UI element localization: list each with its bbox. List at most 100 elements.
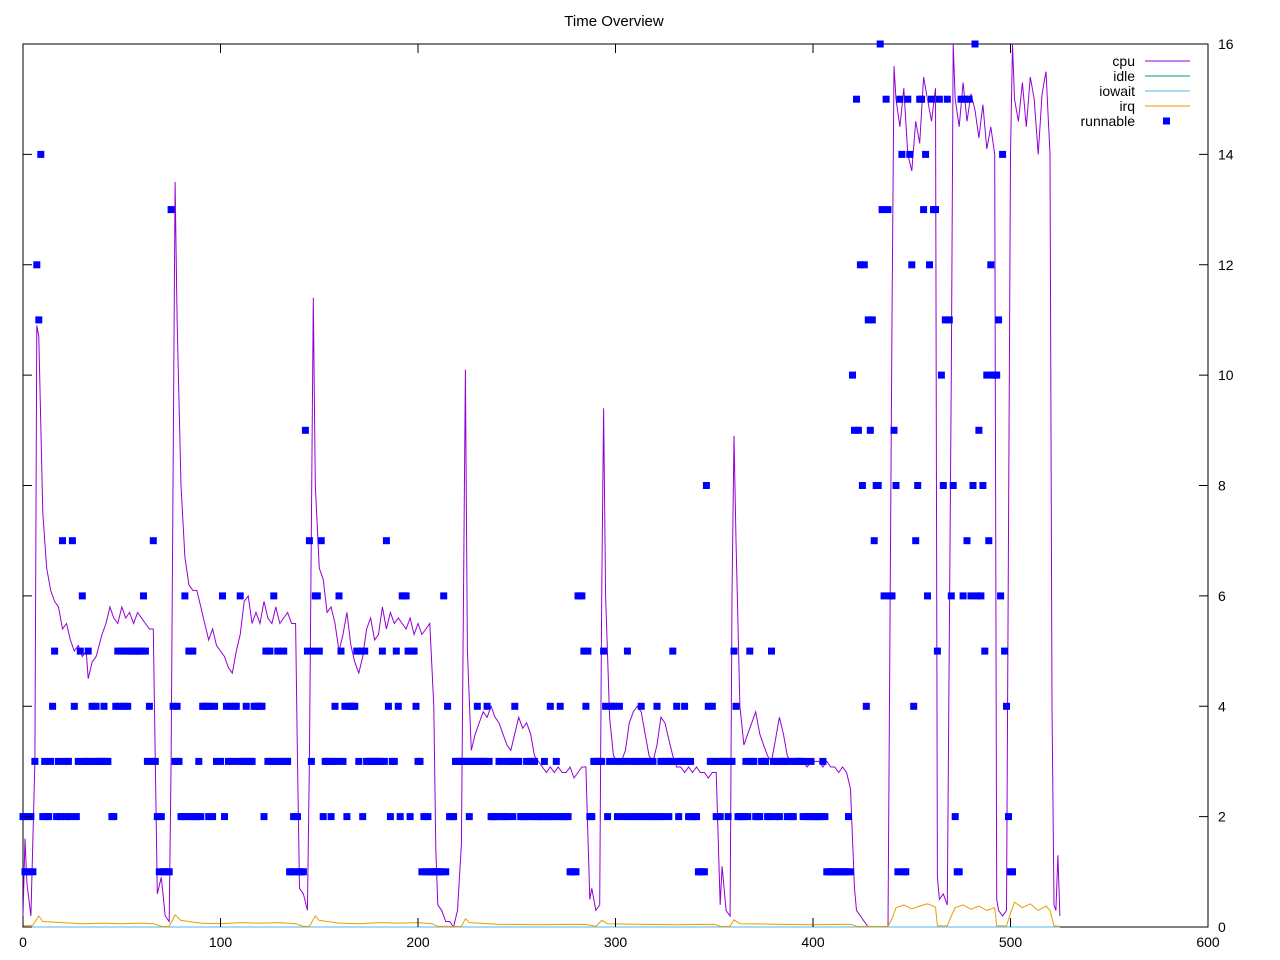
runnable-point [418, 868, 426, 876]
runnable-point [157, 813, 165, 821]
runnable-point [629, 813, 637, 821]
runnable-point [353, 647, 361, 655]
runnable-point [33, 261, 41, 269]
runnable-point [422, 868, 430, 876]
runnable-point [584, 647, 592, 655]
legend-label-runnable: runnable [1081, 113, 1136, 129]
runnable-point [993, 371, 1001, 379]
runnable-point [805, 813, 813, 821]
runnable-point [955, 868, 963, 876]
runnable-point [335, 592, 343, 600]
runnable-point [303, 647, 311, 655]
runnable-point [51, 647, 59, 655]
runnable-point [509, 813, 517, 821]
y-tick-label: 10 [1218, 367, 1234, 383]
runnable-point [92, 702, 100, 710]
runnable-point [704, 702, 712, 710]
x-tick-label: 0 [19, 934, 27, 950]
runnable-point [258, 702, 266, 710]
runnable-point [967, 592, 975, 600]
runnable-point [165, 868, 173, 876]
runnable-point [878, 206, 886, 214]
runnable-point [420, 813, 428, 821]
runnable-point [382, 537, 390, 545]
runnable-point [781, 757, 789, 765]
series-cpu [22, 43, 1061, 929]
runnable-point [167, 206, 175, 214]
runnable-point [98, 757, 106, 765]
runnable-point [351, 702, 359, 710]
runnable-point [858, 482, 866, 489]
runnable-point [1003, 702, 1010, 710]
runnable-point [485, 757, 493, 765]
runnable-point [995, 316, 1003, 324]
runnable-point [463, 757, 471, 765]
runnable-point [983, 371, 991, 379]
runnable-point [483, 702, 491, 710]
runnable-point [807, 757, 815, 765]
runnable-point [197, 813, 205, 821]
runnable-point [971, 40, 979, 48]
runnable-point [88, 702, 96, 710]
runnable-point [189, 647, 197, 655]
runnable-point [898, 150, 906, 158]
runnable-point [226, 702, 234, 710]
runnable-point [706, 757, 714, 765]
runnable-point [57, 813, 64, 821]
runnable-point [639, 813, 647, 821]
runnable-point [185, 647, 193, 655]
runnable-point [169, 702, 177, 710]
runnable-point [619, 813, 627, 821]
runnable-point [854, 426, 862, 434]
runnable-point [359, 813, 367, 821]
runnable-point [66, 813, 74, 821]
runnable-point [412, 702, 420, 710]
runnable-point [149, 537, 157, 545]
runnable-point [849, 371, 856, 379]
runnable-point [730, 647, 738, 655]
runnable-point [386, 813, 394, 821]
runnable-point [61, 757, 68, 765]
runnable-point [712, 813, 720, 821]
runnable-point [29, 868, 37, 876]
runnable-point [908, 261, 916, 269]
runnable-point [538, 813, 546, 821]
runnable-point [325, 757, 333, 765]
runnable-point [740, 813, 748, 821]
runnable-point [614, 813, 621, 821]
runnable-point [949, 482, 957, 489]
x-tick-label: 200 [406, 934, 430, 950]
runnable-point [268, 757, 276, 765]
runnable-point [1009, 868, 1016, 876]
runnable-point [874, 482, 882, 489]
runnable-point [665, 813, 673, 821]
plot-area [19, 40, 1209, 929]
runnable-point [175, 757, 183, 765]
runnable-point [702, 482, 710, 489]
runnable-point [924, 592, 931, 600]
runnable-point [564, 813, 572, 821]
runnable-point [333, 757, 341, 765]
runnable-point [693, 813, 700, 821]
runnable-point [655, 813, 663, 821]
runnable-point [933, 647, 941, 655]
runnable-point [540, 757, 548, 765]
runnable-point [503, 813, 511, 821]
runnable-point [319, 813, 327, 821]
runnable-point [621, 757, 629, 765]
runnable-point [876, 40, 884, 48]
legend-label-cpu: cpu [1112, 53, 1135, 69]
runnable-point [772, 813, 779, 821]
runnable-point [768, 647, 775, 655]
runnable-point [600, 647, 608, 655]
runnable-point [643, 813, 651, 821]
runnable-point [355, 757, 363, 765]
y-tick-label: 4 [1218, 698, 1226, 714]
runnable-point [947, 592, 955, 600]
runnable-point [361, 647, 369, 655]
runnable-point [424, 813, 432, 821]
runnable-point [973, 592, 981, 600]
runnable-point [317, 537, 325, 545]
runnable-point [288, 868, 296, 876]
runnable-point [728, 757, 736, 765]
